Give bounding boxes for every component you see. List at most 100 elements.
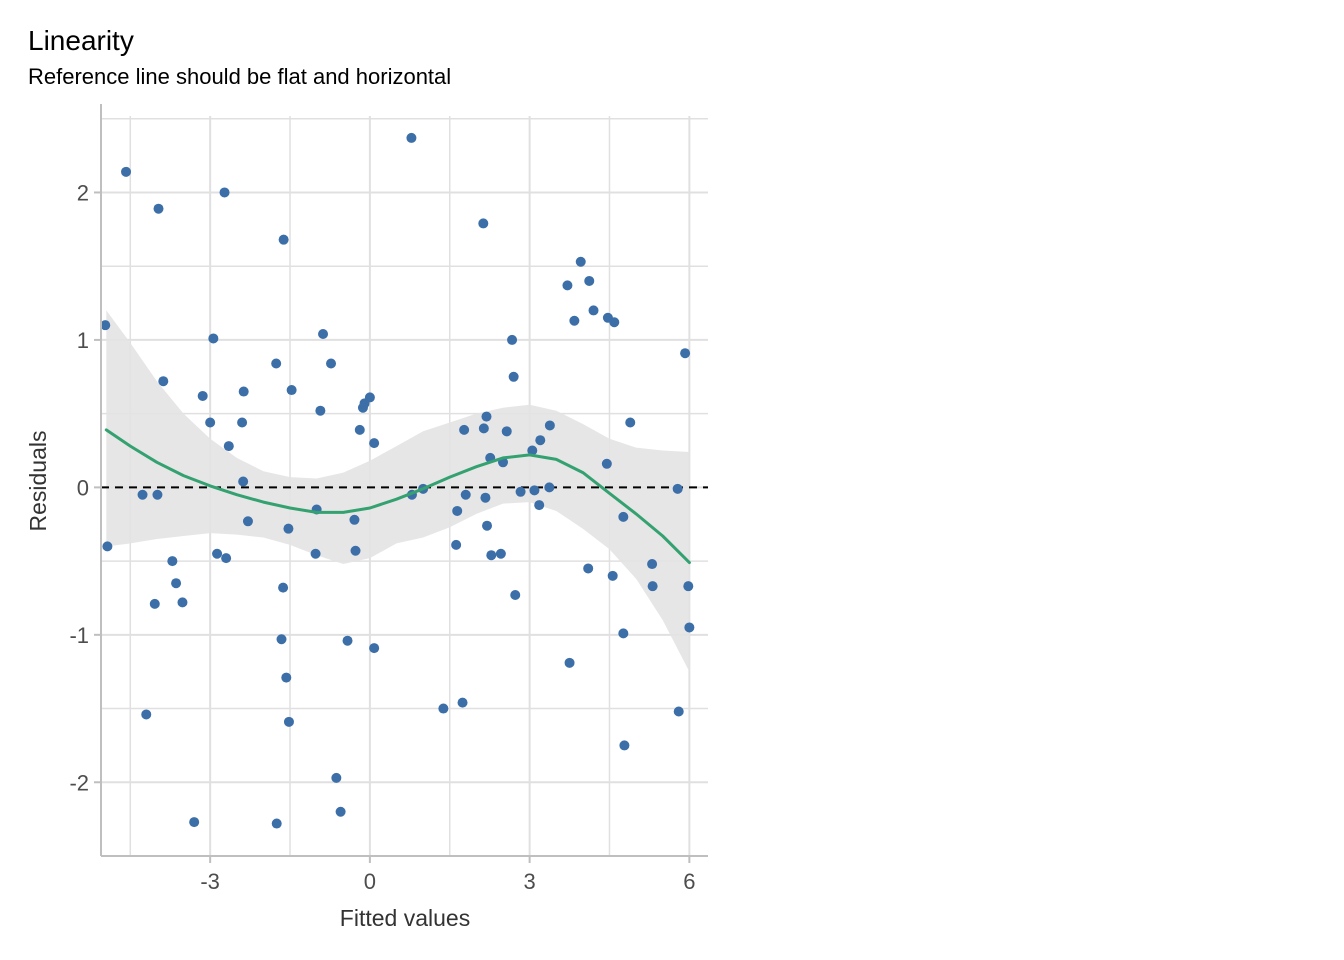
data-point [584,275,595,286]
data-point [283,716,294,727]
data-point [369,643,380,654]
data-point [609,317,620,328]
data-point [460,489,471,500]
data-point [197,390,208,401]
data-point [149,598,160,609]
chart-title: Linearity [28,25,134,56]
data-point [618,628,629,639]
data-point [326,358,337,369]
data-point [625,417,636,428]
data-point [271,358,282,369]
data-point [342,635,353,646]
data-point [100,320,111,331]
data-point [508,371,519,382]
data-point [281,672,292,683]
data-point [515,486,526,497]
data-point [562,280,573,291]
data-point [673,706,684,717]
data-point [451,539,462,550]
y-tick-label: 0 [77,475,89,500]
data-point [680,348,691,359]
data-point [459,424,470,435]
data-point [349,514,360,525]
data-point [350,545,361,556]
data-point [583,563,594,574]
chart-subtitle: Reference line should be flat and horizo… [28,64,451,89]
smooth-curve [104,428,691,565]
data-point [121,166,132,177]
data-point [278,234,289,245]
data-point [212,548,223,559]
axes [100,104,708,857]
data-point [478,218,489,229]
data-point [438,703,449,714]
data-point [137,489,148,500]
data-point [527,445,538,456]
y-axis-title: Residuals [25,431,51,532]
data-point [529,485,540,496]
data-point [544,420,555,431]
x-tick-label: 3 [524,869,536,894]
data-point [354,424,365,435]
data-point [141,709,152,720]
data-point [153,203,164,214]
tick-labels: -3 0 3 6 -2 -1 0 1 2 [69,180,695,894]
data-point [158,376,169,387]
confidence-band-area [106,310,690,672]
data-point [364,392,375,403]
data-point [647,559,658,570]
data-point [283,523,294,534]
data-point [223,441,234,452]
data-point [406,132,417,143]
data-point [457,697,468,708]
data-point [510,590,521,601]
data-point [480,492,491,503]
data-point [286,385,297,396]
data-point [481,411,492,422]
data-point [318,329,329,340]
data-point [534,500,545,511]
data-point [495,548,506,559]
data-point [588,305,599,316]
data-point [221,553,232,564]
y-tick-label: 1 [77,328,89,353]
data-point [238,386,249,397]
data-point [102,541,113,552]
data-point [335,806,346,817]
data-point [486,550,497,561]
data-point [575,256,586,267]
data-point [607,570,618,581]
data-point [647,581,658,592]
smooth-line [104,428,691,565]
y-tick-label: -2 [69,770,89,795]
data-points [100,132,695,829]
data-point [171,578,182,589]
data-point [208,333,219,344]
data-point [507,334,518,345]
data-point [276,634,287,645]
x-tick-label: 0 [364,869,376,894]
x-axis-title: Fitted values [340,905,470,931]
data-point [672,483,683,494]
data-point [478,423,489,434]
confidence-band [106,310,690,672]
data-point [569,315,580,326]
data-point [452,505,463,516]
data-point [278,582,289,593]
data-point [315,405,326,416]
data-point [482,520,493,531]
data-point [152,489,163,500]
data-point [601,458,612,469]
data-point [684,622,695,633]
data-point [544,482,555,493]
y-tick-label: -1 [69,623,89,648]
data-point [619,740,630,751]
data-point [237,417,248,428]
data-point [331,772,342,783]
data-point [618,511,629,522]
data-point [167,556,178,567]
data-point [310,548,321,559]
data-point [205,417,216,428]
data-point [238,476,249,487]
